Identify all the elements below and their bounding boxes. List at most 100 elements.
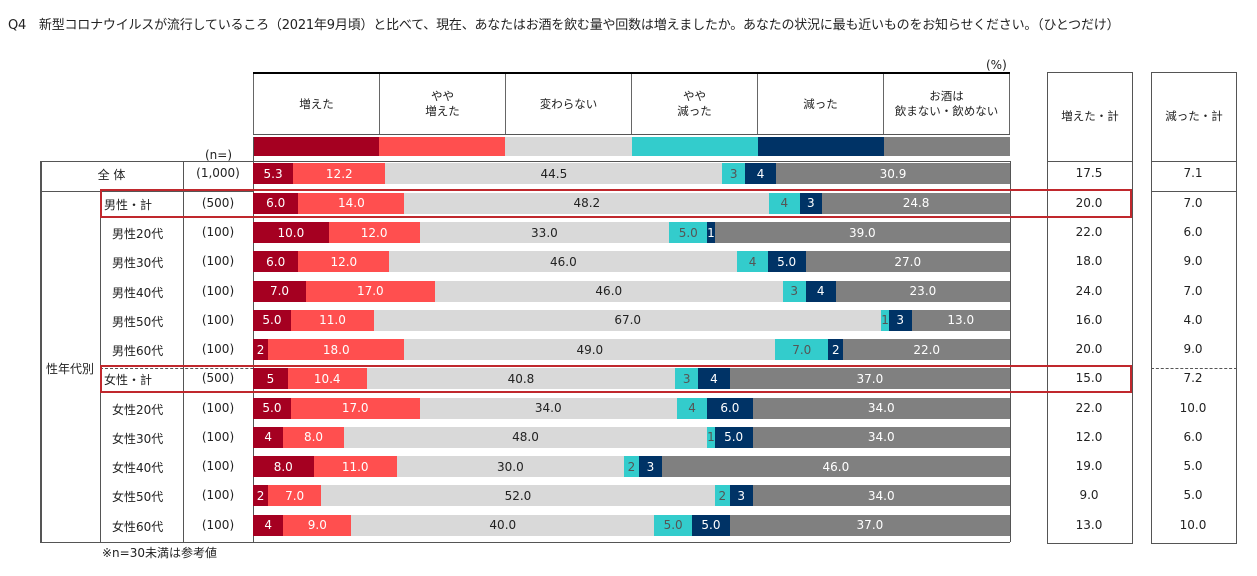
bar-segment-slightly-decreased: 7.0 <box>775 339 829 360</box>
bar-segment-decreased: 4 <box>698 368 730 390</box>
row-label: 男性20代 <box>112 227 164 241</box>
legend-swatch-no-change <box>505 137 632 156</box>
bar-segment-increased: 5.0 <box>253 397 291 419</box>
decreased-total-value: 9.0 <box>1183 254 1203 269</box>
bar-segment-slightly-decreased: 5.0 <box>669 222 708 243</box>
bar-segment-dont-drink: 39.0 <box>714 222 1010 243</box>
decreased-total-value: 5.0 <box>1183 488 1203 503</box>
bar-segment-no-change: 33.0 <box>419 222 670 243</box>
bar-segment-dont-drink: 30.9 <box>776 163 1010 184</box>
row-label: 全 体 <box>97 168 126 182</box>
bar-segment-dont-drink: 22.0 <box>843 339 1010 360</box>
bar-row: 5.3 12.2 44.5 3 4 30.9 <box>253 163 1010 184</box>
bar-segment-slightly-increased: 10.4 <box>287 368 367 390</box>
footnote: ※n=30未満は参考値 <box>102 546 217 560</box>
bar-segment-slightly-increased: 17.0 <box>305 280 435 302</box>
bar-segment-no-change: 46.0 <box>434 280 783 302</box>
bar-segment-decreased: 3 <box>888 309 912 331</box>
bar-segment-decreased: 1 <box>707 222 715 243</box>
increased-total-value: 9.0 <box>1079 488 1099 503</box>
row-n-value: (100) <box>201 342 235 356</box>
increased-total-value: 20.0 <box>1075 342 1103 356</box>
bar-segment-no-change: 46.0 <box>389 251 738 273</box>
bar-segment-decreased: 6.0 <box>707 397 753 419</box>
increased-total-value: 24.0 <box>1075 283 1103 298</box>
increased-total-column <box>1047 72 1133 544</box>
row-label: 女性50代 <box>112 490 164 505</box>
bar-segment-dont-drink: 34.0 <box>752 426 1010 448</box>
bar-segment-slightly-increased: 11.0 <box>313 456 397 477</box>
legend-swatch-slightly-decreased <box>631 137 758 156</box>
bar-segment-decreased: 2 <box>828 339 844 360</box>
group-label: 性年代別 <box>46 362 95 376</box>
bar-segment-dont-drink: 24.8 <box>822 192 1010 214</box>
bar-row: 5.0 17.0 34.0 4 6.0 34.0 <box>253 397 1010 419</box>
bar-segment-dont-drink: 37.0 <box>729 514 1010 536</box>
increased-total-value: 16.0 <box>1075 312 1103 327</box>
bar-segment-increased: 5.0 <box>253 309 291 331</box>
legend-swatches <box>253 137 1011 156</box>
legend-swatch-dont-drink <box>883 137 1011 156</box>
bar-row: 7.0 17.0 46.0 3 4 23.0 <box>253 280 1010 302</box>
legend-label-no-change: 変わらない <box>505 74 631 134</box>
row-n-value: (100) <box>201 400 235 415</box>
row-n-value: (100) <box>201 429 235 444</box>
increased-total-value: 22.0 <box>1075 225 1103 239</box>
highlight-box <box>100 189 1132 218</box>
bar-segment-slightly-decreased: 1 <box>707 426 715 448</box>
decreased-total-value: 7.2 <box>1183 371 1203 386</box>
bar-segment-slightly-decreased: 2 <box>623 456 640 477</box>
legend-label-decreased: 減った <box>757 74 883 134</box>
table-divider <box>1151 161 1237 162</box>
bar-segment-dont-drink: 34.0 <box>752 485 1010 507</box>
bar-segment-slightly-increased: 14.0 <box>298 192 405 214</box>
decreased-total-value: 6.0 <box>1183 429 1203 444</box>
bar-segment-no-change: 40.8 <box>366 368 676 390</box>
bar-segment-dont-drink: 13.0 <box>911 309 1010 331</box>
bar-segment-slightly-increased: 12.0 <box>298 251 390 273</box>
bar-segment-no-change: 67.0 <box>374 309 882 331</box>
decreased-total-column <box>1151 72 1237 544</box>
bar-segment-slightly-decreased: 4 <box>769 192 800 214</box>
bar-segment-decreased: 3 <box>729 485 753 507</box>
bar-segment-decreased: 4 <box>805 280 836 302</box>
bar-segment-increased: 6.0 <box>253 251 299 273</box>
bar-segment-slightly-increased: 12.2 <box>293 163 386 184</box>
legend-label-slightly-decreased: やや 減った <box>631 74 757 134</box>
bar-segment-slightly-decreased: 3 <box>722 163 746 184</box>
row-label: 女性30代 <box>112 431 164 446</box>
row-n-value: (500) <box>201 195 235 210</box>
bar-segment-slightly-decreased: 1 <box>881 309 889 331</box>
bar-segment-slightly-decreased: 5.0 <box>654 514 693 536</box>
bar-segment-increased: 5.3 <box>253 163 294 184</box>
row-label: 男性50代 <box>112 314 164 329</box>
increased-total-value: 19.0 <box>1075 459 1103 473</box>
bar-row: 4 8.0 48.0 1 5.0 34.0 <box>253 426 1010 448</box>
decreased-total-value: 10.0 <box>1179 400 1207 415</box>
row-n-value: (500) <box>201 371 235 386</box>
row-label: 男性30代 <box>112 256 164 271</box>
bar-segment-slightly-increased: 18.0 <box>268 339 405 360</box>
row-label: 女性60代 <box>112 519 164 534</box>
bar-segment-decreased: 5.0 <box>714 426 753 448</box>
legend-header: 増えた やや 増えた 変わらない やや 減った 減った お酒は 飲まない・飲めない <box>253 72 1010 135</box>
bar-segment-no-change: 48.2 <box>404 192 770 214</box>
row-n-value: (100) <box>201 254 235 269</box>
bar-row: 5 10.4 40.8 3 4 37.0 <box>253 368 1010 390</box>
legend-label-slightly-increased: やや 増えた <box>379 74 505 134</box>
table-divider <box>1010 161 1011 542</box>
bar-segment-increased: 10.0 <box>253 222 329 243</box>
bar-segment-decreased: 4 <box>745 163 777 184</box>
group-divider <box>1151 368 1237 369</box>
bar-row: 8.0 11.0 30.0 2 3 46.0 <box>253 456 1010 477</box>
row-n-value: (100) <box>201 312 235 327</box>
row-label: 男性60代 <box>112 344 164 358</box>
highlight-box <box>100 364 1132 393</box>
table-divider <box>40 191 253 192</box>
bar-segment-no-change: 34.0 <box>419 397 677 419</box>
bar-segment-dont-drink: 34.0 <box>752 397 1010 419</box>
bar-segment-dont-drink: 23.0 <box>835 280 1010 302</box>
bar-segment-decreased: 3 <box>799 192 823 214</box>
decreased-total-value: 7.0 <box>1183 283 1203 298</box>
bar-row: 10.0 12.0 33.0 5.0 1 39.0 <box>253 222 1010 243</box>
